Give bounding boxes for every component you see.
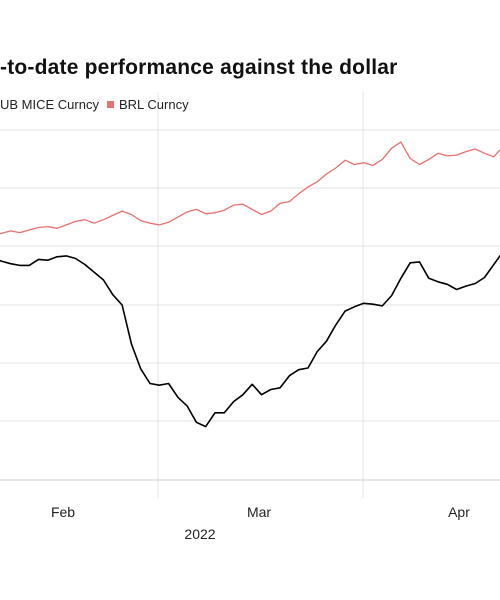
chart-title: -to-date performance against the dollar [0,56,398,79]
series-lines [0,141,500,428]
series-line-0 [0,255,500,428]
x-tick-label: Feb [51,504,75,520]
gridlines [0,92,500,498]
x-axis: Feb Mar Apr [0,479,500,520]
x-axis-year-label: 2022 [184,526,215,542]
legend-label: UB MICE Curncy [0,96,99,112]
series-line-1 [0,141,500,235]
legend-label: BRL Curncy [118,96,189,112]
legend-item-ub-mice: UB MICE Curncy [0,97,99,112]
x-tick-label: Apr [448,504,470,520]
x-tick-label: Mar [247,504,271,520]
legend-item-brl: BRL Curncy [106,96,189,112]
legend: UB MICE Curncy BRL Curncy [0,95,197,113]
legend-swatch [106,100,114,108]
